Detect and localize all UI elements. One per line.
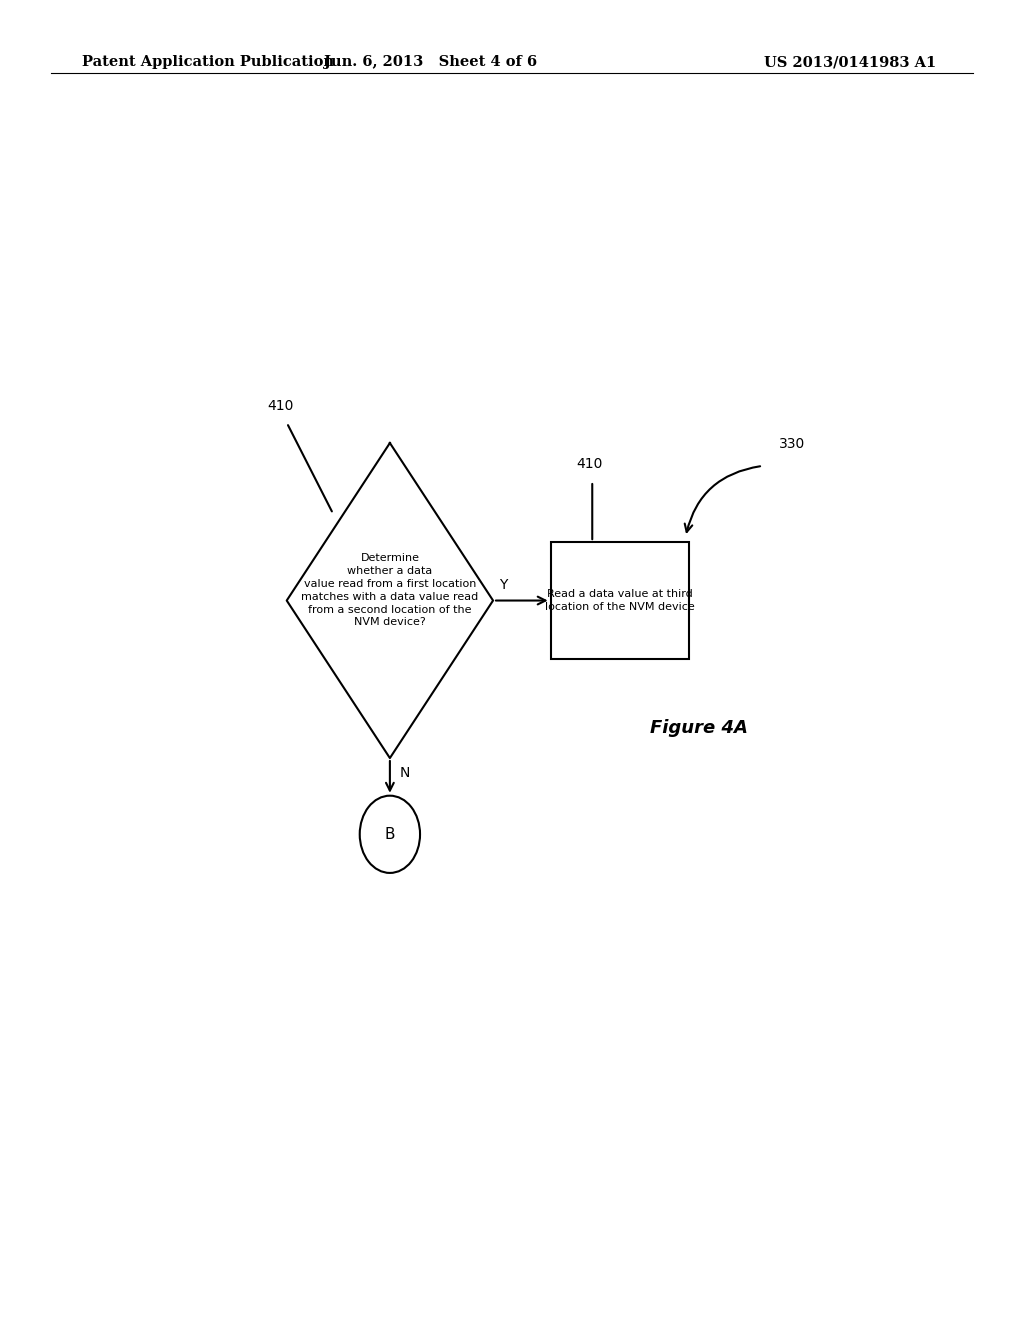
Text: US 2013/0141983 A1: US 2013/0141983 A1 [764, 55, 936, 70]
Text: Patent Application Publication: Patent Application Publication [82, 55, 334, 70]
Text: B: B [385, 826, 395, 842]
Text: Figure 4A: Figure 4A [650, 718, 749, 737]
Text: Y: Y [500, 578, 508, 593]
Circle shape [359, 796, 420, 873]
Text: 330: 330 [778, 437, 805, 450]
Text: 410: 410 [267, 399, 293, 412]
Text: 410: 410 [577, 457, 603, 471]
Bar [551, 543, 689, 659]
Text: Jun. 6, 2013   Sheet 4 of 6: Jun. 6, 2013 Sheet 4 of 6 [324, 55, 537, 70]
Text: Determine
whether a data
value read from a first location
matches with a data va: Determine whether a data value read from… [301, 553, 478, 627]
Text: N: N [399, 766, 410, 780]
Text: Read a data value at third
location of the NVM device: Read a data value at third location of t… [545, 589, 695, 612]
